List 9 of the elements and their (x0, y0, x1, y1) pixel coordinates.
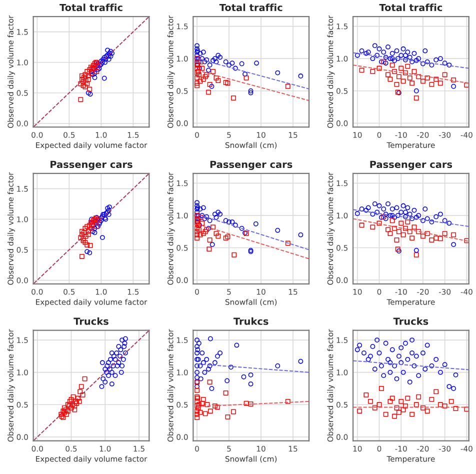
chart-title: Passenger cars (50, 160, 132, 170)
chart-title: Total traffic (219, 4, 282, 12)
chart-title: Passenger cars (210, 160, 292, 170)
chart-title: Trucks (393, 317, 428, 325)
chart-title: Passenger cars (370, 160, 452, 170)
chart-title: Trukcs (233, 317, 268, 325)
chart-title: Trucks (74, 317, 108, 325)
chart-title: Total traffic (60, 4, 122, 12)
chart-title: Total traffic (379, 4, 442, 12)
